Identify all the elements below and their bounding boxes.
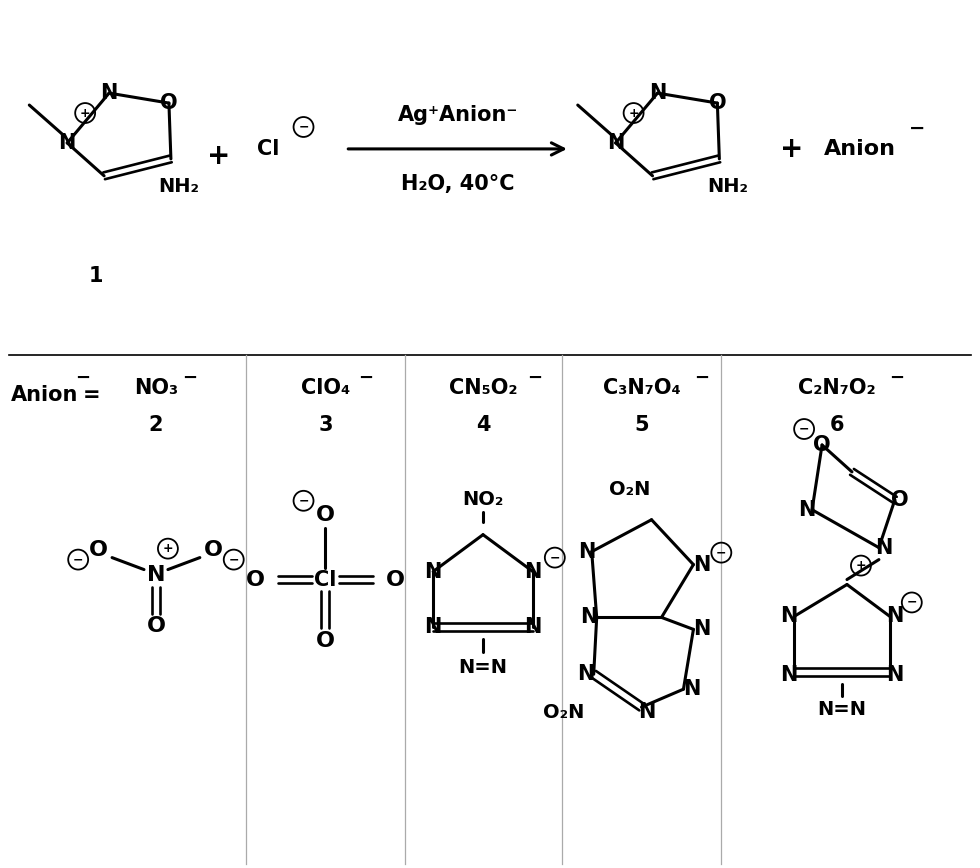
Text: −: − (75, 369, 90, 387)
Text: 5: 5 (634, 415, 649, 435)
Text: N: N (524, 562, 542, 582)
Text: O: O (146, 616, 166, 636)
Text: −: − (298, 121, 309, 134)
Text: O: O (246, 569, 266, 589)
Text: N: N (147, 564, 166, 584)
Text: O₂N: O₂N (543, 702, 584, 721)
Text: ClO₄: ClO₄ (301, 378, 350, 398)
Text: −: − (358, 369, 373, 387)
Text: Cl: Cl (315, 569, 337, 589)
Text: 6: 6 (830, 415, 844, 435)
Text: N: N (649, 83, 666, 103)
Text: N: N (886, 607, 904, 627)
Text: 3: 3 (318, 415, 333, 435)
Text: −: − (799, 423, 809, 436)
Text: N: N (886, 665, 904, 685)
Text: −: − (906, 596, 917, 609)
Text: NO₂: NO₂ (463, 490, 504, 510)
Text: +: + (780, 135, 804, 163)
Text: N: N (59, 133, 75, 153)
Text: =: = (83, 385, 101, 405)
Text: O: O (813, 435, 831, 455)
Text: N: N (875, 537, 893, 557)
Text: −: − (889, 369, 905, 387)
Text: +: + (856, 559, 866, 572)
Text: N: N (780, 607, 798, 627)
Text: O: O (88, 540, 108, 560)
Text: CN₅O₂: CN₅O₂ (449, 378, 517, 398)
Text: H₂O, 40°C: H₂O, 40°C (402, 174, 514, 194)
Text: N: N (693, 555, 710, 575)
Text: N=N: N=N (817, 700, 866, 719)
Text: 4: 4 (475, 415, 490, 435)
Text: −: − (716, 546, 726, 559)
Text: NH₂: NH₂ (159, 177, 199, 196)
Text: O: O (316, 504, 335, 525)
Text: +: + (628, 107, 639, 120)
Text: C₂N₇O₂: C₂N₇O₂ (798, 378, 876, 398)
Text: N: N (578, 542, 596, 562)
Text: O: O (891, 490, 908, 510)
Text: −: − (298, 494, 309, 507)
Text: −: − (73, 553, 83, 566)
Text: +: + (79, 107, 90, 120)
Text: N: N (577, 664, 595, 684)
Text: N: N (524, 617, 542, 637)
Text: O: O (316, 631, 335, 651)
Text: N: N (424, 617, 442, 637)
Text: −: − (182, 369, 197, 387)
Text: C₃N₇O₄: C₃N₇O₄ (603, 378, 680, 398)
Text: Cl: Cl (258, 139, 280, 159)
Text: N: N (638, 702, 656, 722)
Text: N: N (424, 562, 442, 582)
Text: O: O (204, 540, 223, 560)
Text: Anion: Anion (12, 385, 78, 405)
Text: N: N (607, 133, 624, 153)
Text: O₂N: O₂N (609, 480, 651, 499)
Text: N: N (683, 679, 700, 700)
Text: N: N (780, 665, 798, 685)
Text: NO₃: NO₃ (134, 378, 178, 398)
Text: N: N (799, 500, 815, 520)
Text: +: + (207, 141, 230, 170)
Text: Anion: Anion (824, 139, 896, 159)
Text: N=N: N=N (459, 658, 508, 677)
Text: Ag⁺Anion⁻: Ag⁺Anion⁻ (398, 105, 518, 125)
Text: +: + (163, 542, 173, 556)
Text: NH₂: NH₂ (707, 177, 748, 196)
Text: N: N (580, 608, 598, 628)
Text: −: − (908, 119, 925, 137)
Text: 2: 2 (149, 415, 164, 435)
Text: 1: 1 (89, 266, 103, 286)
Text: −: − (694, 369, 709, 387)
Text: N: N (100, 83, 118, 103)
Text: −: − (550, 551, 560, 564)
Text: O: O (386, 569, 405, 589)
Text: O: O (160, 93, 177, 113)
Text: −: − (527, 369, 543, 387)
Text: O: O (709, 93, 726, 113)
Text: N: N (693, 620, 710, 640)
Text: −: − (228, 553, 239, 566)
